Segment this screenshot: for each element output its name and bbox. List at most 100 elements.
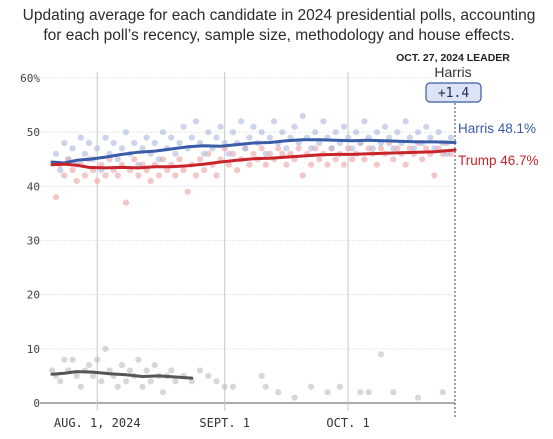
harris-poll-dot xyxy=(61,139,68,147)
harris-poll-dot xyxy=(77,134,84,141)
harris-poll-dot xyxy=(213,134,220,141)
harris-poll-dot xyxy=(192,118,199,125)
trump-poll-dot xyxy=(122,199,130,206)
harris-poll-dot xyxy=(172,150,179,157)
harris-poll-dot xyxy=(435,129,442,136)
harris-poll-dot xyxy=(332,129,339,136)
trump-poll-dot xyxy=(201,167,208,174)
other-poll-dot xyxy=(357,389,364,396)
other-poll-dot xyxy=(229,383,236,390)
other-poll-dot xyxy=(159,389,167,396)
harris-poll-dot xyxy=(114,156,121,163)
harris-poll-dot xyxy=(69,145,76,152)
margin-badge xyxy=(425,82,482,103)
other-poll-dot xyxy=(324,389,331,396)
trump-poll-dot xyxy=(53,194,60,201)
harris-poll-dot xyxy=(201,150,208,157)
trump-poll-dot xyxy=(176,156,183,163)
trump-poll-dot xyxy=(262,161,269,168)
harris-poll-dot xyxy=(94,145,101,152)
harris-poll-dot xyxy=(340,123,348,130)
harris-poll-dot xyxy=(299,112,306,119)
grid-layer: 60% 50 40 30 20 10 0 AUG. 1, 2024 SEPT. 1 OCT. 1 xyxy=(20,72,455,430)
harris-poll-dot xyxy=(225,150,232,157)
trump-poll-dot xyxy=(402,161,409,168)
other-poll-dot xyxy=(291,394,298,401)
harris-poll-dot xyxy=(406,134,413,141)
other-poll-dot xyxy=(377,351,385,358)
harris-poll-dot xyxy=(159,129,167,136)
harris-poll-dot xyxy=(447,134,454,141)
other-poll-dot xyxy=(414,394,422,401)
harris-poll-dot xyxy=(271,118,278,125)
other-poll-dot xyxy=(114,383,121,390)
harris-poll-dot xyxy=(118,145,125,152)
trump-poll-dot xyxy=(258,145,265,152)
trump-poll-dot xyxy=(192,172,199,179)
y-tick-label: 20 xyxy=(27,289,40,302)
harris-poll-dot xyxy=(353,129,360,136)
other-poll-dot xyxy=(127,367,134,374)
chart-subtitle: Updating average for each candidate in 2… xyxy=(22,7,536,44)
other-poll-dot xyxy=(258,372,265,379)
harris-poll-dot xyxy=(316,139,323,147)
trump-poll-dot xyxy=(419,156,426,163)
other-poll-dot xyxy=(90,372,97,379)
trump-end-label: Trump 46.7% xyxy=(458,153,539,168)
other-poll-dot xyxy=(85,362,93,369)
other-poll-dot xyxy=(98,378,105,385)
other-poll-dot xyxy=(336,383,343,390)
harris-poll-dot xyxy=(382,123,389,130)
y-tick-label: 10 xyxy=(27,343,40,356)
harris-poll-dot xyxy=(320,118,327,125)
other-poll-dot xyxy=(143,367,150,374)
trump-poll-dot xyxy=(377,145,385,152)
trump-poll-dot xyxy=(279,150,286,157)
trump-poll-dot xyxy=(234,167,241,174)
margin-value: +1.4 xyxy=(438,86,469,101)
harris-poll-dot xyxy=(131,139,138,147)
y-tick-label: 0 xyxy=(33,397,40,410)
trump-average-line xyxy=(50,148,457,170)
other-poll-dot xyxy=(48,367,56,374)
trump-poll-dot xyxy=(172,172,179,179)
harris-poll-dot xyxy=(402,118,409,125)
trump-poll-dot xyxy=(69,167,76,174)
harris-average-line xyxy=(50,138,457,165)
other-poll-dot xyxy=(213,378,220,385)
harris-poll-dot xyxy=(373,129,380,136)
other-poll-dot xyxy=(139,383,146,390)
harris-poll-dot xyxy=(168,134,175,141)
harris-poll-dot xyxy=(308,145,315,152)
trump-poll-dot xyxy=(155,172,162,179)
harris-poll-dot xyxy=(386,134,393,141)
trump-poll-dot xyxy=(246,161,253,168)
trump-poll-dot xyxy=(275,145,282,152)
y-tick-label: 50 xyxy=(27,126,40,139)
other-poll-dot xyxy=(188,378,195,385)
x-tick-label: AUG. 1, 2024 xyxy=(54,416,141,430)
harris-poll-dot xyxy=(85,139,93,147)
other-poll-dot xyxy=(168,367,175,374)
trump-poll-dot xyxy=(94,177,101,184)
other-poll-dot xyxy=(118,362,125,369)
harris-poll-dot xyxy=(139,145,146,152)
other-poll-dot xyxy=(77,383,84,390)
harris-poll-dot xyxy=(217,123,224,130)
other-poll-dot xyxy=(390,389,397,396)
trump-poll-dot xyxy=(213,172,220,179)
other-poll-dot xyxy=(135,356,142,363)
other-average-line xyxy=(50,370,194,380)
harris-poll-dot xyxy=(312,129,319,136)
other-poll-dot xyxy=(147,378,154,385)
other-poll-dot xyxy=(57,378,64,385)
harris-poll-dot xyxy=(431,145,438,152)
harris-poll-dot xyxy=(180,123,187,130)
trump-poll-dot xyxy=(423,145,430,152)
harris-poll-dot xyxy=(135,161,142,168)
other-poll-dot xyxy=(196,367,204,374)
trump-poll-dot xyxy=(361,156,368,163)
trump-poll-dot xyxy=(196,156,204,163)
other-poll-dot xyxy=(61,356,68,363)
harris-poll-dot xyxy=(279,129,286,136)
